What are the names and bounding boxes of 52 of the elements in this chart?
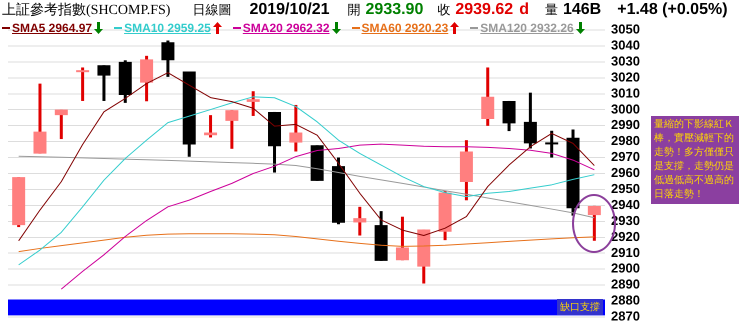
text: 收: [437, 2, 450, 18]
candlestick: [502, 100, 516, 132]
y-tick-label: 3040: [611, 38, 640, 53]
text: 量: [544, 2, 558, 18]
candlestick: [545, 130, 558, 158]
text: 2939.62: [455, 0, 514, 18]
y-tick-label: 2990: [611, 117, 640, 132]
candlestick: [54, 110, 68, 140]
chart-subtitle: 日線圖: [192, 2, 232, 18]
y-tick-label: 2870: [611, 308, 640, 324]
candlestick: [97, 65, 110, 101]
y-tick-label: 2970: [611, 149, 640, 164]
text: 2019/10/21: [249, 0, 330, 18]
y-tick-label: 3050: [611, 22, 640, 37]
y-tick-label: 3020: [611, 69, 640, 84]
candlestick: [481, 67, 494, 126]
text: 開: [348, 2, 361, 18]
y-tick-label: 2890: [611, 276, 640, 292]
y-tick-label: 3000: [611, 101, 640, 116]
candlestick: [396, 216, 409, 260]
candlestick: [588, 206, 601, 241]
y-tick-label: 2940: [611, 196, 640, 212]
candlestick: [140, 56, 154, 102]
candlestick: [524, 92, 537, 148]
candlestick: [204, 115, 218, 138]
text: 量縮的下影線紅Ｋ棒，實壓減輕下的走勢！多方僅僅只是支撐，走勢仍是低過低高不過高的日落走勢！: [651, 116, 739, 204]
candlestick: [33, 84, 46, 154]
candlestick: [289, 104, 302, 152]
legend-label: SMA10 2959.25: [124, 20, 211, 34]
candlestick: [246, 91, 260, 116]
candlestick: [353, 206, 366, 236]
legend-label: SMA20 2962.32: [242, 20, 330, 34]
y-tick-label: 2880: [611, 292, 640, 308]
candlestick: [225, 110, 238, 149]
y-tick-label: 2910: [611, 244, 640, 260]
text: +1.48 (+0.05%): [617, 0, 728, 18]
y-tick-label: 2900: [611, 260, 640, 276]
legend-label: SMA120 2932.26: [480, 20, 574, 34]
chart-title: 上証參考指數(SHCOMP.FS): [2, 2, 170, 18]
y-tick-label: 2980: [611, 133, 640, 148]
candlestick: [161, 40, 174, 77]
legend-label: SMA60 2920.23: [362, 20, 448, 34]
y-tick-label: 2950: [611, 181, 640, 196]
y-tick-label: 3010: [611, 85, 640, 100]
band-label: 缺口支撐: [557, 299, 603, 316]
y-tick-label: 3030: [611, 53, 640, 68]
candlestick: [76, 67, 90, 101]
legend-label: SMA5 2964.97: [12, 20, 92, 34]
text: 146B: [562, 0, 602, 18]
text: 2933.90: [366, 0, 424, 18]
text: d: [519, 0, 529, 18]
y-tick-label: 2960: [611, 165, 640, 180]
